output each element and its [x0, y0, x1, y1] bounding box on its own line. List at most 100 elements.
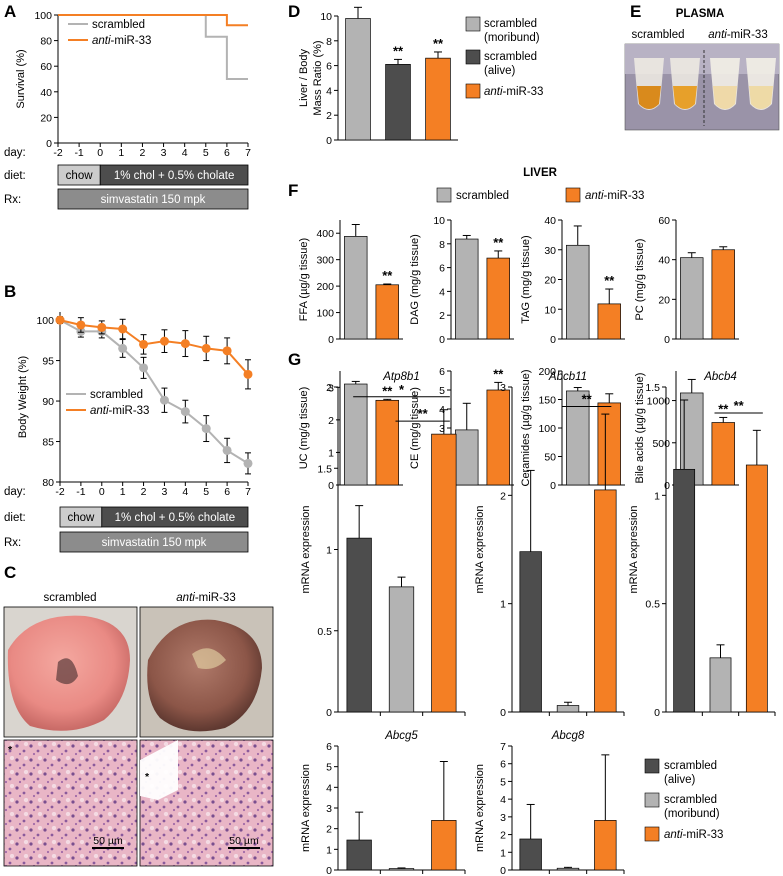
A-y-tick-label: 60	[40, 61, 52, 73]
B-data-point	[201, 424, 211, 434]
plasma-title: PLASMA	[676, 8, 725, 20]
G4-y-tick-label: 3	[326, 803, 332, 815]
timeline-b: day: -2 -1 0 1 2 3 4 5 6 7 diet: chow 1% chol + 0.5% …	[4, 486, 251, 553]
scale-bar-scrambled: 50 µm	[93, 835, 123, 847]
B-data-point	[222, 445, 232, 455]
F2-sig-label: **	[493, 235, 504, 250]
B-data-point	[139, 339, 149, 349]
scale-bar-anti: 50 µm	[229, 835, 259, 847]
A-y-tick-label: 40	[40, 87, 52, 99]
B-data-point	[55, 315, 65, 325]
D-sig-label: **	[433, 36, 444, 51]
legend-scrambled-b: scrambled	[90, 389, 143, 401]
B-data-point	[118, 324, 128, 334]
legend-anti-b: anti-miR-33	[90, 405, 149, 417]
B-y-label: Body Weight (%)	[17, 356, 29, 438]
F4-bar	[711, 249, 735, 340]
survival-legend: scrambled anti-miR-33	[68, 19, 151, 47]
B-data-point	[180, 407, 190, 417]
G4-gene-title: Abcg5	[384, 730, 418, 742]
ratio-legend: scrambled (moribund) scrambled (alive) a…	[465, 16, 543, 99]
F3-y-tick-label: 40	[544, 215, 556, 227]
G1-y-tick-label: 1.5	[317, 463, 332, 475]
timeline-a-rx-label: Rx:	[4, 194, 21, 206]
timeline-b-diet-label: diet:	[4, 512, 26, 524]
F4-y-tick-label: 40	[658, 255, 670, 267]
asterisk-anti: *	[145, 771, 150, 783]
panel-letter-g: G	[288, 350, 301, 369]
F3-bar	[566, 244, 590, 340]
G4-y-tick-label: 1	[326, 844, 332, 856]
G2-y-label: mRNA expression	[474, 505, 486, 593]
G5-y-label: mRNA expression	[474, 764, 486, 852]
G1-bar	[388, 586, 415, 713]
legend-moribund-g-2: (moribund)	[664, 808, 720, 820]
F1-y-tick-label: 0	[328, 334, 334, 346]
panel-letter-f: F	[288, 181, 298, 200]
histology-scrambled	[3, 739, 138, 867]
G1-y-tick-label: 2	[326, 382, 332, 394]
G5-y-tick-label: 4	[500, 794, 506, 806]
legend-alive-g-1: scrambled	[664, 760, 717, 772]
F1-y-tick-label: 400	[316, 228, 334, 240]
D-y-tick-label: 2	[326, 110, 332, 122]
timeline-b-day-tick: 0	[99, 486, 105, 498]
legend-moribund-2: (moribund)	[484, 32, 540, 44]
timeline-a-diet-box	[99, 164, 249, 186]
timeline-b-day-tick: 1	[120, 486, 126, 498]
B-data-point	[222, 346, 232, 356]
timeline-a-diet-text: 1% chol + 0.5% cholate	[114, 170, 235, 182]
timeline-a-day-tick: 1	[118, 147, 124, 159]
G4-y-tick-label: 6	[326, 741, 332, 753]
F6-y-label: CE (mg/g tissue)	[409, 387, 421, 469]
D-bar	[385, 64, 411, 141]
legend-moribund-1: scrambled	[484, 18, 537, 30]
F2-y-tick-label: 2	[439, 310, 445, 322]
A-y-tick-label: 100	[34, 10, 52, 22]
legend-anti-a: anti-miR-33	[92, 35, 151, 47]
legend-scrambled-a: scrambled	[92, 19, 145, 31]
B-y-tick-label: 100	[36, 315, 54, 327]
legend-alive-1: scrambled	[484, 51, 537, 63]
G4-y-tick-label: 5	[326, 762, 332, 774]
G1-y-tick-label: 0.5	[317, 626, 332, 638]
G1-y-tick-label: 1	[326, 545, 332, 557]
F2-y-tick-label: 8	[439, 239, 445, 251]
timeline-b-day-label: day:	[4, 486, 26, 498]
F5-y-tick-label: 2	[328, 415, 334, 427]
timeline-b-rx-box	[59, 531, 249, 553]
G4-y-tick-label: 4	[326, 782, 332, 794]
F8-y-label: Bile acids (µg/g tissue)	[634, 373, 646, 484]
G4-bar	[388, 868, 415, 871]
body-weight-legend: scrambled anti-miR-33	[66, 389, 149, 417]
timeline-a-day-tick: 3	[161, 147, 167, 159]
legend-alive-2: (alive)	[484, 65, 515, 77]
F2-y-tick-label: 6	[439, 263, 445, 275]
B-series-line-0	[59, 319, 249, 465]
B-y-tick-label: 90	[42, 396, 54, 408]
D-y-tick-label: 0	[326, 135, 332, 147]
F2-y-tick-label: 10	[433, 215, 445, 227]
F7-y-tick-label: 200	[538, 366, 556, 378]
D-y-tick-label: 6	[326, 61, 332, 73]
timeline-a-day-tick: 5	[203, 147, 209, 159]
G2-y-tick-label: 1	[500, 599, 506, 611]
F2-bar	[455, 238, 479, 340]
F8-y-tick-label: 1000	[647, 396, 671, 408]
body-weight-chart: 80 85 90 95 100 Body Weight (%)	[17, 312, 253, 489]
asterisk-scrambled: *	[8, 744, 13, 756]
legend-scrambled-f: scrambled	[456, 190, 509, 202]
plasma-label-scrambled: scrambled	[631, 29, 684, 41]
A-y-tick-label: 80	[40, 36, 52, 48]
timeline-a: day: -2 -1 0 1 2 3 4 5 6 7 diet: chow 1% chol + 0.5% …	[4, 147, 251, 210]
F1-y-tick-label: 100	[316, 308, 334, 320]
G2-gene-title: Abcb11	[548, 371, 587, 383]
G2-bar	[519, 551, 542, 713]
F5-y-tick-label: 3	[328, 382, 334, 394]
legend-anti-g: anti-miR-33	[664, 829, 723, 841]
G3-bar	[673, 468, 696, 713]
legend-anti-f: anti-miR-33	[585, 190, 644, 202]
F3-bar	[597, 303, 621, 340]
